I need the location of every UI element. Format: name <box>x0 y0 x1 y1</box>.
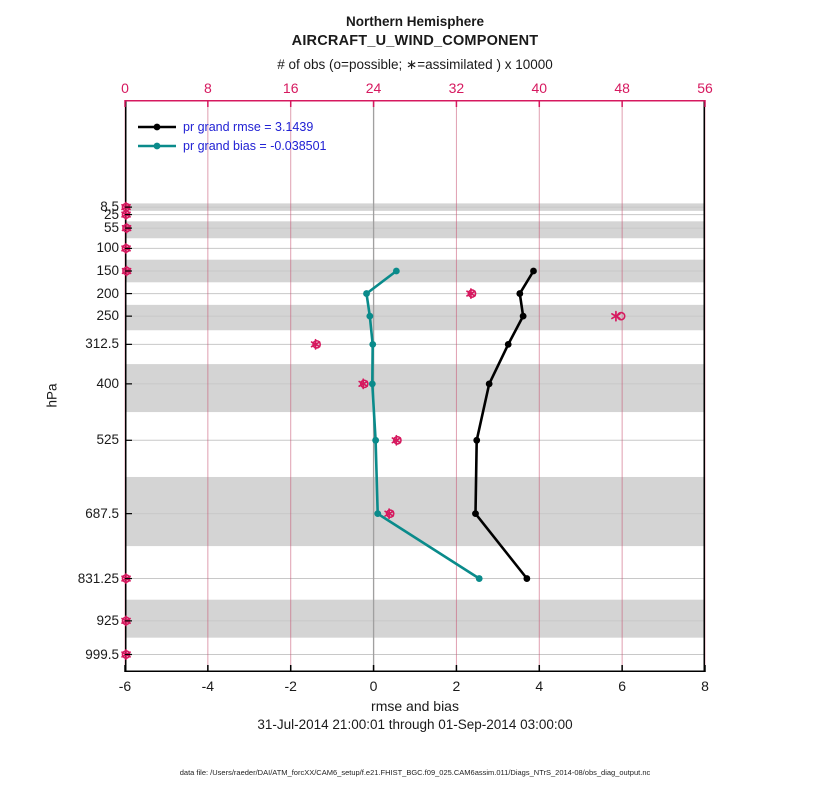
data-file-path: data file: /Users/raeder/DAI/ATM_forcXX/… <box>179 768 651 777</box>
bias-point-marker <box>372 436 380 444</box>
legend: pr grand rmse = 3.1439 pr grand bias = -0… <box>137 117 327 155</box>
bias-point-marker <box>475 575 483 582</box>
y-axis-tick-label: 925 <box>96 612 119 628</box>
obs-assimilated-star-marker <box>310 341 321 348</box>
legend-marker-icon <box>153 142 161 149</box>
bias-point-marker <box>392 267 400 275</box>
top-axis-tick-label: 32 <box>448 80 465 96</box>
obs-possible-circle-marker <box>385 509 395 519</box>
rmse-point-marker <box>504 340 512 348</box>
rmse-point-marker <box>530 267 537 275</box>
top-axis-tick-label: 0 <box>121 80 129 96</box>
y-axis-tick-label: 100 <box>96 240 119 256</box>
obs-possible-circle-marker <box>392 435 402 445</box>
y-axis-tick-label: 831.25 <box>77 570 119 586</box>
y-axis-tick-label: 400 <box>96 375 119 391</box>
bias-point-marker <box>368 380 376 388</box>
obs-assimilated-star-marker <box>358 380 369 388</box>
legend-entry: pr grand rmse = 3.1439 <box>137 117 327 136</box>
y-axis-label: hPa <box>44 383 60 408</box>
bias-point-marker <box>366 312 374 320</box>
obs-assimilated-star-marker <box>466 290 476 297</box>
bias-point-marker <box>374 510 382 518</box>
obs-possible-circle-marker <box>359 379 369 389</box>
y-axis-tick-label: 25 <box>103 206 119 222</box>
shaded-band <box>125 476 705 547</box>
plot-title-region: Northern Hemisphere <box>345 14 485 29</box>
shaded-band <box>125 221 705 239</box>
legend-line-sample <box>138 123 176 130</box>
y-axis-tick-label: 200 <box>96 285 119 301</box>
rmse-line <box>474 270 535 580</box>
y-axis-tick-label: 312.5 <box>85 336 119 352</box>
rmse-point-marker <box>473 436 481 444</box>
legend-entry: pr grand bias = -0.038501 <box>137 136 327 155</box>
shaded-band <box>125 304 705 331</box>
bottom-axis-tick-label: 6 <box>618 678 627 694</box>
y-axis-tick-label: 687.5 <box>85 505 119 521</box>
obs-possible-circle-marker <box>467 289 477 298</box>
bottom-axis-tick-label: -6 <box>118 678 132 694</box>
y-axis-tick-label: 55 <box>103 220 119 236</box>
legend-label: pr grand rmse = 3.1439 <box>183 119 314 134</box>
plot-title-variable: AIRCRAFT_U_WIND_COMPONENT <box>291 33 539 49</box>
y-axis-tick-label: 150 <box>96 263 119 278</box>
obs-assimilated-star-marker <box>384 510 394 517</box>
obs-assimilated-star-marker <box>611 312 621 320</box>
top-axis-tick-label: 8 <box>203 80 212 96</box>
legend-label: pr grand bias = -0.038501 <box>183 138 327 153</box>
bottom-axis-tick-label: -4 <box>201 678 215 694</box>
y-axis-tick-label: 525 <box>96 432 119 448</box>
bias-point-marker <box>363 290 370 297</box>
bias-line <box>365 269 480 580</box>
top-axis-tick-label: 24 <box>365 80 382 96</box>
bottom-axis-tick-label: -2 <box>284 678 297 694</box>
shaded-band <box>125 599 705 638</box>
time-range-subtitle: 31-Jul-2014 21:00:01 through 01-Sep-2014… <box>257 717 573 732</box>
rmse-point-marker <box>523 575 531 582</box>
legend-marker-icon <box>153 123 161 130</box>
rmse-point-marker <box>472 510 479 518</box>
legend-line-sample <box>138 142 176 149</box>
top-axis-tick-label: 56 <box>697 80 713 96</box>
bottom-axis-label: rmse and bias <box>371 698 459 714</box>
obs-assimilated-star-marker <box>391 437 402 444</box>
rmse-point-marker <box>485 380 493 388</box>
top-axis-tick-label: 40 <box>531 80 548 96</box>
rmse-point-marker <box>519 312 527 320</box>
y-axis-tick-label: 999.5 <box>85 646 119 662</box>
bias-point-marker <box>369 340 377 348</box>
y-axis-tick-label: 250 <box>96 308 119 324</box>
obs-possible-circle-marker <box>312 339 322 349</box>
top-axis-tick-label: 16 <box>282 80 299 96</box>
bottom-axis-tick-label: 4 <box>535 678 544 694</box>
bottom-axis-tick-label: 2 <box>452 678 461 694</box>
bottom-axis-tick-label: 8 <box>701 678 709 694</box>
rmse-point-marker <box>516 290 524 297</box>
plot-area <box>121 100 706 672</box>
shaded-band <box>125 364 705 413</box>
top-axis-tick-label: 48 <box>614 80 630 96</box>
bottom-axis-tick-label: 0 <box>369 678 378 694</box>
top-axis-label: # of obs (o=possible; ∗=assimilated ) x … <box>277 57 553 72</box>
y-axis-tick-label: 8.5 <box>100 199 119 215</box>
